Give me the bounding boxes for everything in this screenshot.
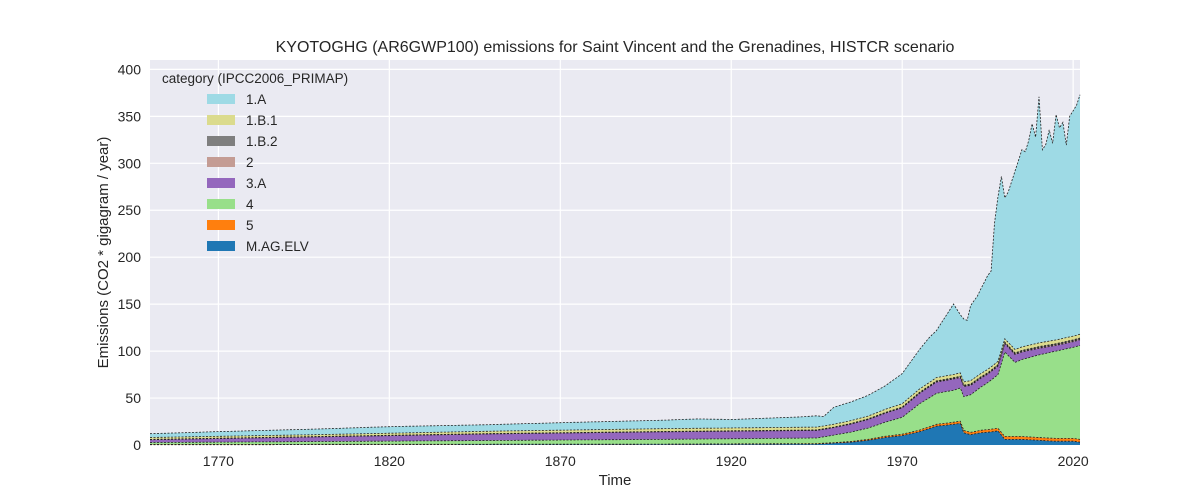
legend-label: 5: [246, 218, 254, 233]
legend-label: 3.A: [246, 176, 266, 191]
y-tick-label: 250: [118, 202, 142, 218]
boundary-4: [149, 345, 1081, 443]
x-tick-label: 1770: [203, 453, 234, 469]
y-tick-labels: 0 50 100 150 200 250 300 350 400: [118, 61, 142, 453]
x-tick-label: 1920: [716, 453, 747, 469]
chart-title: KYOTOGHG (AR6GWP100) emissions for Saint…: [276, 39, 955, 56]
boundary-1-a: [149, 94, 1081, 435]
boundary-5: [150, 420, 1081, 445]
y-tick-label: 350: [118, 108, 142, 124]
boundary-1-b-1: [149, 333, 1081, 438]
legend-label: M.AG.ELV: [246, 239, 309, 254]
y-tick-label: 0: [133, 437, 141, 453]
y-tick-label: 150: [118, 296, 142, 312]
legend-swatch: [207, 220, 235, 230]
y-tick-label: 200: [118, 249, 142, 265]
legend-label: 4: [246, 197, 254, 212]
x-tick-label: 1820: [374, 453, 405, 469]
y-tick-label: 400: [118, 61, 142, 77]
x-tick-label: 1870: [545, 453, 576, 469]
legend-swatch: [207, 157, 235, 167]
stacked-areas: [150, 94, 1080, 445]
area-m-ag-elv: [150, 423, 1080, 445]
legend: category (IPCC2006_PRIMAP) 1.A 1.B.1 1.B.2…: [162, 71, 348, 254]
y-tick-label: 50: [125, 390, 141, 406]
legend-swatch: [207, 94, 235, 104]
legend-swatch: [207, 115, 235, 125]
legend-label: 2: [246, 155, 254, 170]
legend-swatch: [207, 136, 235, 146]
series-boundaries: [149, 94, 1081, 446]
legend-swatch: [207, 241, 235, 251]
x-tick-label: 1970: [887, 453, 918, 469]
legend-label: 1.A: [246, 92, 266, 107]
y-tick-label: 100: [118, 343, 142, 359]
y-tick-label: 300: [118, 155, 142, 171]
x-axis-label: Time: [599, 472, 632, 489]
boundary-1-b-2: [149, 337, 1081, 440]
legend-label: 1.B.2: [246, 134, 278, 149]
legend-title: category (IPCC2006_PRIMAP): [162, 71, 348, 86]
legend-label: 1.B.1: [246, 113, 278, 128]
x-tick-labels: 1770 1820 1870 1920 1970 2020: [203, 453, 1089, 469]
x-tick-label: 2020: [1058, 453, 1089, 469]
legend-swatch: [207, 178, 235, 188]
y-axis-label: Emissions (CO2 * gigagram / year): [95, 137, 112, 369]
legend-swatch: [207, 199, 235, 209]
